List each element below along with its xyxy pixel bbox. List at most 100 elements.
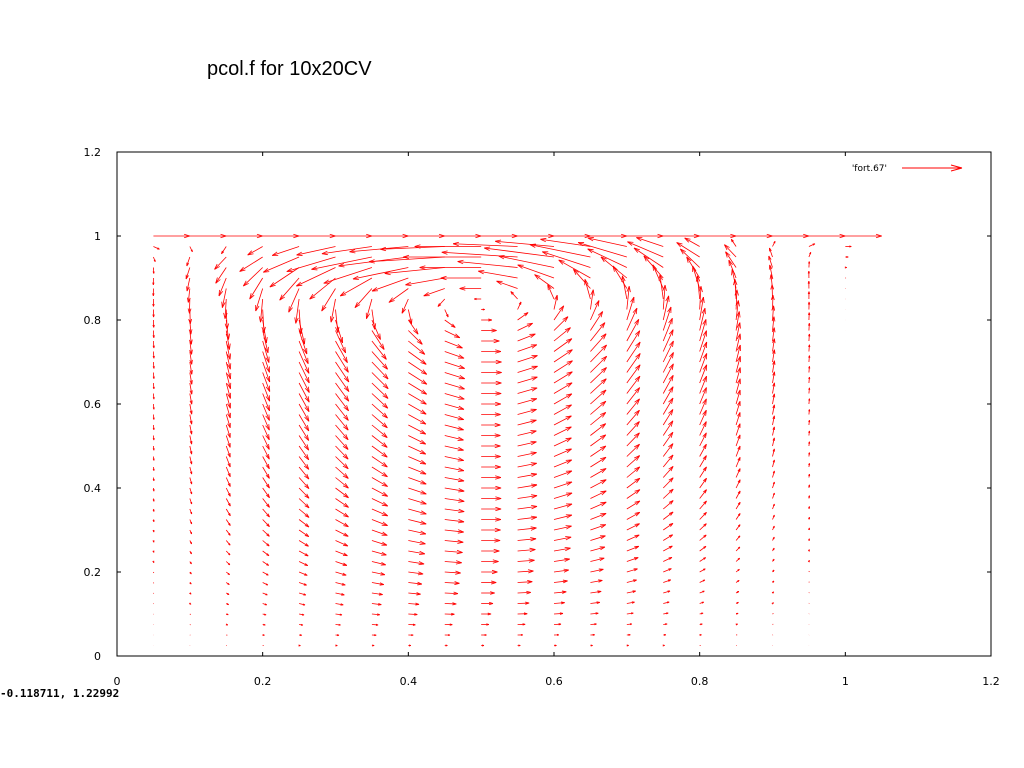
vector-arrow: [152, 393, 155, 400]
vector-arrow: [298, 498, 310, 509]
vector-arrow: [408, 424, 427, 435]
vector-arrow: [474, 297, 482, 301]
vector-arrow: [772, 613, 774, 615]
vector-arrow: [444, 414, 464, 421]
vector-arrow: [380, 246, 445, 252]
vector-arrow: [481, 349, 502, 354]
vector-arrow: [735, 445, 741, 457]
vector-arrow: [440, 275, 482, 281]
vector-arrow: [223, 298, 228, 319]
vector-arrow: [152, 414, 155, 420]
vector-arrow: [699, 523, 707, 531]
vector-arrow: [408, 581, 423, 586]
vector-arrow: [189, 372, 193, 385]
vector-arrow: [189, 561, 192, 565]
vector-arrow: [587, 237, 627, 247]
vector-arrow: [517, 365, 538, 373]
vector-arrow: [186, 277, 191, 292]
vector-arrow: [590, 633, 595, 636]
vector-arrow: [517, 233, 555, 239]
vector-arrow: [481, 359, 502, 365]
vector-arrow: [553, 327, 571, 342]
vector-arrow: [188, 602, 192, 605]
vector-arrow: [808, 387, 811, 394]
vector-arrow: [226, 592, 230, 596]
y-tick-label: 0.8: [84, 314, 102, 327]
vector-arrow: [262, 466, 270, 479]
vector-arrow: [371, 602, 382, 606]
vector-arrow: [553, 459, 573, 468]
vector-arrow: [735, 333, 742, 352]
vector-arrow: [152, 403, 155, 410]
vector-arrow: [221, 288, 227, 308]
vector-arrow: [408, 623, 416, 626]
vector-arrow: [626, 421, 640, 436]
vector-arrow: [444, 233, 482, 239]
vector-arrow: [772, 558, 775, 562]
vector-arrow: [419, 265, 482, 270]
vector-arrow: [444, 634, 451, 637]
vector-arrow: [261, 309, 266, 333]
vector-arrow: [371, 435, 388, 448]
vector-arrow: [311, 256, 372, 271]
vector-arrow: [481, 569, 498, 575]
vector-arrow: [590, 233, 627, 239]
y-tick-label: 0.6: [84, 398, 102, 411]
vector-arrow: [444, 424, 464, 431]
vector-arrow: [517, 633, 523, 636]
vector-arrow: [662, 397, 674, 415]
vector-arrow: [496, 280, 518, 289]
vector-arrow: [728, 259, 737, 279]
vector-arrow: [335, 414, 349, 431]
vector-arrow: [769, 247, 773, 258]
vector-arrow: [279, 277, 300, 301]
vector-arrow: [772, 536, 775, 541]
vector-arrow: [495, 239, 555, 247]
vector-arrow: [298, 487, 310, 499]
vector-arrow: [771, 591, 775, 594]
vector-arrow: [225, 445, 231, 458]
vector-arrow: [335, 603, 344, 606]
vector-arrow: [735, 456, 741, 468]
vector-arrow: [444, 519, 465, 524]
vector-arrow: [152, 435, 155, 441]
vector-arrow: [152, 508, 155, 512]
vector-arrow: [152, 277, 155, 285]
x-tick-label: 0.6: [545, 675, 563, 688]
vector-arrow: [408, 487, 427, 495]
vector-arrow: [481, 318, 493, 322]
vector-arrow: [517, 623, 526, 626]
vector-arrow: [335, 330, 347, 354]
vector-arrow: [444, 445, 464, 452]
vector-arrow: [262, 393, 270, 412]
x-tick-label: 0.4: [400, 675, 418, 688]
vector-arrow: [626, 375, 641, 394]
vector-arrow: [735, 356, 741, 373]
vector-arrow: [481, 433, 501, 438]
vector-arrow: [517, 264, 555, 279]
vector-arrow: [271, 246, 300, 256]
axis-tick-labels: 0 0.2 0.4 0.6 0.8 1 1.2 0 0.2 0.4 0.6 0.8 1 1.2: [84, 146, 1000, 688]
vector-arrow: [663, 579, 672, 583]
vector-arrow: [321, 246, 372, 256]
vector-arrow: [335, 340, 348, 363]
vector-arrow: [517, 494, 538, 499]
vector-arrow: [152, 288, 155, 296]
vector-arrow: [262, 435, 270, 450]
vector-arrow: [772, 514, 775, 520]
vector-arrow: [626, 296, 635, 321]
vector-arrow: [152, 498, 155, 502]
vector-arrow: [214, 256, 227, 270]
vector-arrow: [808, 398, 811, 405]
vector-arrow: [444, 498, 465, 503]
vector-arrow: [408, 340, 426, 355]
vector-arrow: [481, 422, 501, 428]
vector-arrow: [298, 456, 310, 470]
vector-arrow: [335, 309, 340, 333]
vector-arrow: [262, 498, 270, 508]
vector-arrow: [481, 623, 490, 626]
vector-arrow: [612, 265, 628, 289]
vector-arrow: [371, 613, 380, 616]
vector-arrow: [808, 243, 816, 247]
vector-arrow: [226, 233, 263, 239]
